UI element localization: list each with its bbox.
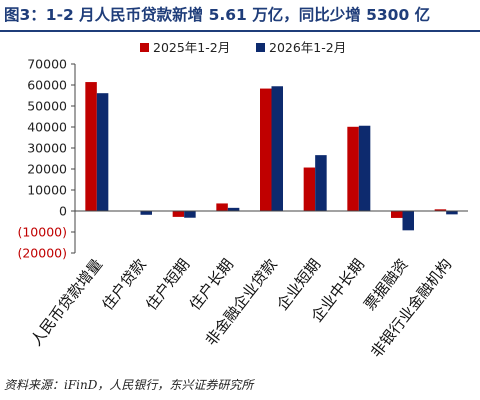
x-axis: 人民币贷款增量住户贷款住户短期住户长期非金融企业贷款企业短期企业中长期票据融资非…: [27, 210, 468, 361]
legend-label-1: 2025年1-2月: [153, 40, 230, 55]
bar-2025-5: [303, 167, 316, 211]
source-note: 资料来源：iFinD，人民银行，东兴证券研究所: [4, 378, 254, 392]
figure-title: 图3：1-2 月人民币贷款新增 5.61 万亿，同比少增 5300 亿: [4, 6, 431, 24]
bar-2026-2: [184, 211, 196, 218]
bar-2025-7: [391, 211, 403, 218]
y-tick-label: (10000): [17, 225, 67, 240]
y-tick-label: 0: [59, 204, 67, 219]
x-category-label: 非银行业金融机构: [367, 255, 455, 361]
bar-2025-2: [172, 211, 185, 217]
y-tick-label: 50000: [27, 99, 67, 114]
x-category-label: 人民币贷款增量: [27, 255, 106, 349]
bar-2025-8: [434, 209, 447, 211]
bar-2026-0: [96, 93, 109, 211]
y-axis: 70000 60000 50000 40000 30000 20000 10000 0 (100…: [17, 57, 76, 261]
bar-2026-8: [446, 211, 458, 215]
chart-legend: 2025年1-2月 2026年1-2月: [140, 40, 346, 55]
bar-2026-3: [227, 207, 240, 211]
y-tick-label: 70000: [27, 57, 67, 72]
legend-label-2: 2026年1-2月: [269, 40, 346, 55]
y-tick-label: 60000: [27, 78, 67, 93]
bar-2026-4: [271, 86, 283, 211]
y-tick-label: (20000): [17, 246, 67, 261]
legend-swatch-1: [140, 43, 149, 52]
bar-2026-1: [140, 211, 152, 215]
bar-group: [85, 82, 458, 231]
y-tick-label: 10000: [27, 183, 67, 198]
y-tick-label: 20000: [27, 162, 67, 177]
bar-2026-6: [358, 125, 371, 211]
bar-2025-0: [85, 82, 97, 211]
bar-chart: 2025年1-2月 2026年1-2月 70000 60000 50000 40000 3…: [17, 40, 468, 361]
bar-2025-6: [347, 126, 359, 211]
legend-swatch-2: [256, 43, 265, 52]
x-category-label: 住户短期: [142, 255, 193, 313]
title-rule: [0, 30, 480, 32]
bar-2026-5: [315, 155, 327, 211]
bar-2025-4: [260, 88, 272, 211]
bar-2025-3: [216, 203, 228, 211]
y-tick-label: 30000: [27, 141, 67, 156]
x-category-label: 住户贷款: [99, 255, 150, 313]
y-tick-label: 40000: [27, 120, 67, 135]
bar-2026-7: [402, 211, 414, 231]
